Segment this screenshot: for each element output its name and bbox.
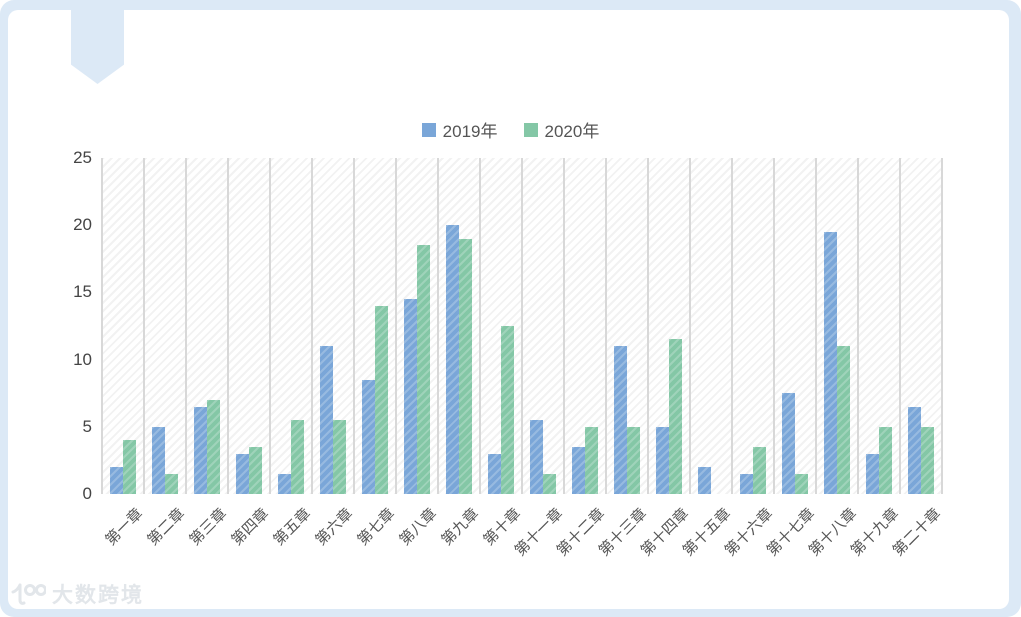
gridline — [437, 158, 439, 494]
bar-2019-ch3 — [194, 406, 207, 494]
bar-2019-ch12 — [572, 446, 585, 494]
legend-swatch-icon — [421, 122, 436, 137]
bar-2019-ch1 — [110, 467, 123, 494]
gridline — [941, 158, 943, 494]
y-axis-label: 5 — [82, 416, 92, 436]
gridline — [563, 158, 565, 494]
y-axis-label: 15 — [73, 282, 92, 302]
bar-2019-ch9 — [446, 225, 459, 494]
bar-2020-ch20 — [921, 426, 934, 494]
bar-2020-ch13 — [627, 426, 640, 494]
watermark: 大数跨境 — [10, 579, 144, 609]
watermark-text: 大数跨境 — [52, 584, 144, 607]
gridline — [731, 158, 733, 494]
bar-2020-ch10 — [501, 326, 514, 494]
bar-2020-ch5 — [291, 420, 304, 494]
bar-2020-ch2 — [165, 473, 178, 494]
gridline — [899, 158, 901, 494]
bar-2020-ch8 — [417, 245, 430, 494]
y-axis-label: 20 — [73, 215, 92, 235]
gridline — [143, 158, 145, 494]
bar-2020-ch7 — [375, 305, 388, 494]
bar-2019-ch14 — [656, 426, 669, 494]
legend-label: 2019年 — [442, 122, 498, 141]
bar-2019-ch19 — [866, 453, 879, 494]
y-axis-label: 0 — [82, 484, 92, 503]
bar-2019-ch5 — [278, 473, 291, 494]
gridline — [311, 158, 313, 494]
bar-2020-ch18 — [837, 346, 850, 494]
legend-swatch-icon — [523, 122, 538, 137]
gridline — [395, 158, 397, 494]
bar-2019-ch8 — [404, 299, 417, 494]
bar-2019-ch2 — [152, 426, 165, 494]
bar-2020-ch3 — [207, 399, 220, 494]
bar-2019-ch18 — [824, 231, 837, 494]
gridline — [815, 158, 817, 494]
bar-2019-ch15 — [698, 467, 711, 494]
y-axis-label: 25 — [73, 148, 92, 167]
bar-2019-ch20 — [908, 406, 921, 494]
bar-2019-ch6 — [320, 346, 333, 494]
bar-2019-ch16 — [740, 473, 753, 494]
bar-2020-ch6 — [333, 420, 346, 494]
gridline — [605, 158, 607, 494]
gridline — [353, 158, 355, 494]
gridline — [185, 158, 187, 494]
legend-label: 2020年 — [544, 122, 600, 141]
bar-2020-ch16 — [753, 446, 766, 494]
gridline — [521, 158, 523, 494]
bar-2019-ch4 — [236, 453, 249, 494]
gridline — [647, 158, 649, 494]
bar-2019-ch13 — [614, 346, 627, 494]
bar-2020-ch14 — [669, 339, 682, 494]
bar-2019-ch11 — [530, 420, 543, 494]
gridline — [857, 158, 859, 494]
bar-2019-ch7 — [362, 379, 375, 494]
bar-2020-ch12 — [585, 426, 598, 494]
plot-area — [101, 158, 943, 494]
bar-2020-ch4 — [249, 446, 262, 494]
bar-2020-ch19 — [879, 426, 892, 494]
chart-legend: 2019年 2020年 — [0, 117, 1021, 142]
gridline — [101, 158, 103, 494]
bar-2019-ch10 — [488, 453, 501, 494]
gridline — [689, 158, 691, 494]
bar-2020-ch17 — [795, 473, 808, 494]
bar-2020-ch11 — [543, 473, 556, 494]
gridline — [269, 158, 271, 494]
legend-item-2020[interactable]: 2020年 — [523, 117, 600, 142]
watermark-logo-icon — [11, 583, 46, 605]
bookmark-ribbon-icon — [71, 0, 124, 84]
gridline — [773, 158, 775, 494]
bar-2020-ch1 — [123, 440, 136, 494]
y-axis-label: 10 — [73, 349, 92, 369]
gridline — [479, 158, 481, 494]
bar-2020-ch9 — [459, 238, 472, 494]
gridline — [227, 158, 229, 494]
bar-2019-ch17 — [782, 393, 795, 494]
legend-item-2019[interactable]: 2019年 — [421, 117, 498, 142]
